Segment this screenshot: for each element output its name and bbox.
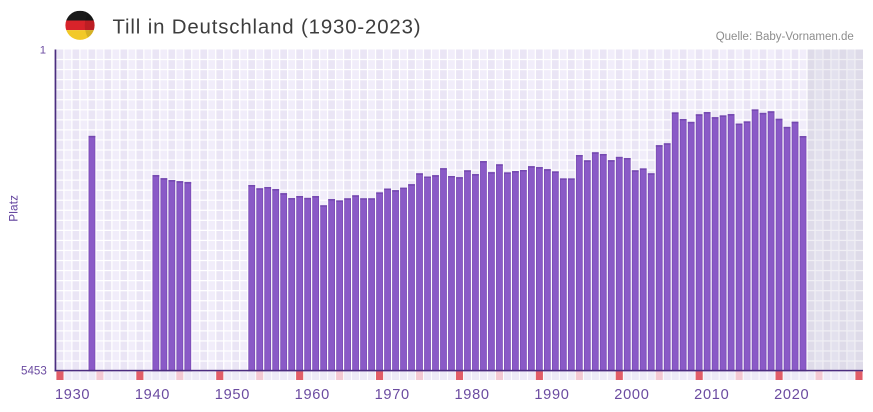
svg-text:1940: 1940 [135,387,170,403]
svg-text:Till in Deutschland (1930-2023: Till in Deutschland (1930-2023) [113,17,422,39]
svg-text:1: 1 [40,45,46,57]
svg-text:1930: 1930 [55,387,90,403]
svg-text:5453: 5453 [21,364,47,377]
svg-text:1950: 1950 [215,387,250,403]
svg-text:2020: 2020 [774,387,809,403]
svg-text:1970: 1970 [375,387,410,403]
svg-text:1980: 1980 [454,387,489,403]
svg-text:Platz: Platz [6,195,20,222]
svg-text:2000: 2000 [614,387,649,403]
svg-text:2010: 2010 [694,387,729,403]
svg-text:1990: 1990 [534,387,569,403]
svg-text:1960: 1960 [295,387,330,403]
svg-text:Quelle: Baby-Vornamen.de: Quelle: Baby-Vornamen.de [716,31,854,43]
